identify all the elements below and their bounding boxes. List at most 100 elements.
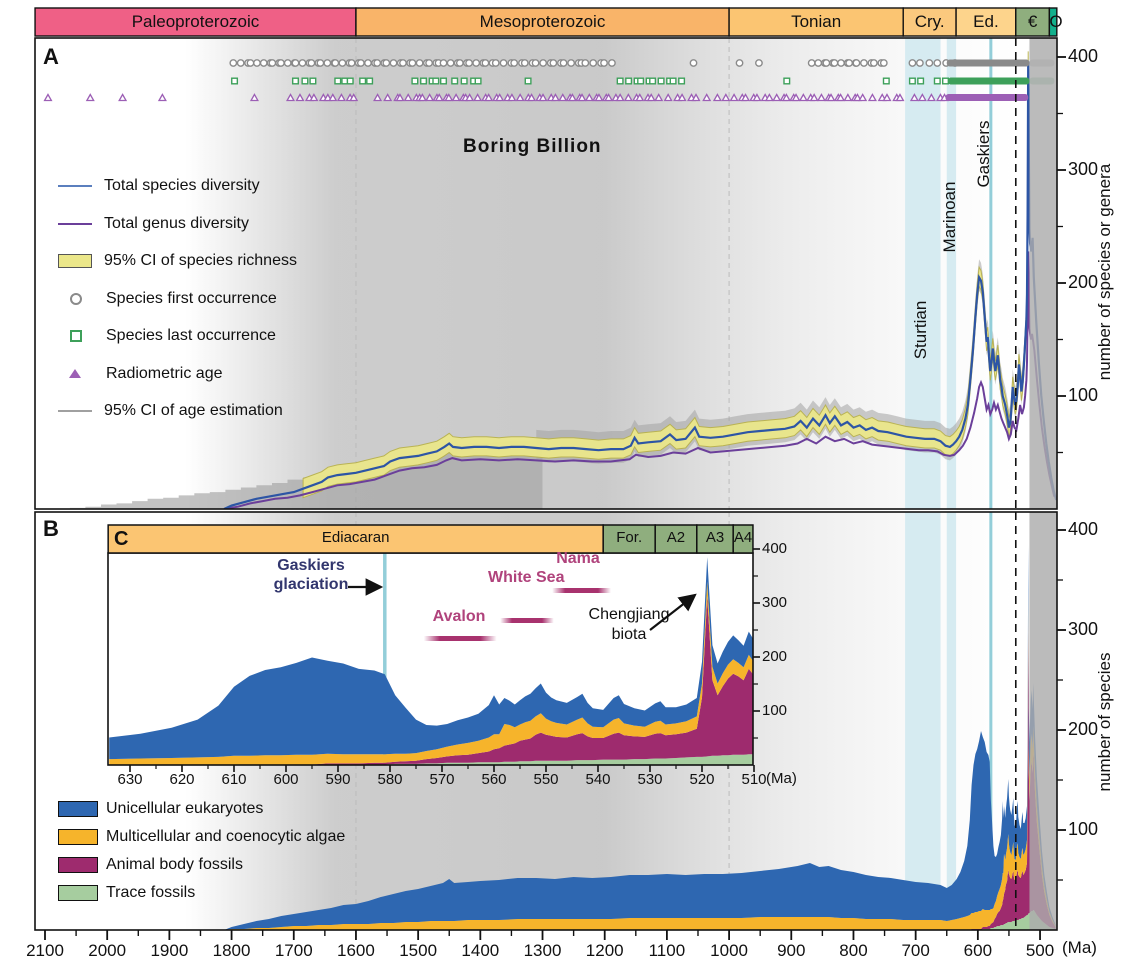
first-occurrence-marker	[531, 59, 540, 67]
chrono-label-Mesoproterozoic: Mesoproterozoic	[479, 12, 606, 31]
inset-chrono-label-Ediacaran: Ediacaran	[321, 529, 390, 546]
phanerozoic-gray-overlay-a	[1029, 38, 1057, 509]
legend-circle-swatch	[70, 292, 82, 305]
panel-b-y-tick-label-200: 200	[1068, 719, 1099, 739]
radiometric-age-bar	[945, 94, 1029, 101]
radiometric-age-marker	[507, 93, 517, 102]
first-occurrence-marker	[382, 59, 391, 67]
radiometric-age-marker	[691, 93, 701, 102]
avalon-label: Avalon	[432, 608, 486, 625]
legend-a-label: 95% CI of species richness	[104, 252, 297, 269]
first-occurrence-marker	[608, 59, 616, 67]
radiometric-age-marker	[909, 93, 919, 102]
radiometric-age-marker	[781, 93, 791, 102]
first-occurrence-marker	[481, 59, 490, 67]
boring-billion-label: Boring Billion	[463, 136, 602, 157]
x-tick-label-2000: 2000	[88, 941, 127, 960]
first-occurrence-marker	[277, 59, 285, 67]
radiometric-age-marker	[286, 93, 296, 102]
radiometric-age-marker	[584, 93, 594, 102]
inset-y-tick-label-300: 300	[762, 594, 788, 611]
inset-y-tick-label-100: 100	[762, 702, 788, 719]
first-occurrence-marker	[455, 59, 464, 67]
last-occurrence-marker	[657, 77, 665, 85]
legend-a-item-1: Total genus diversity	[58, 215, 249, 233]
species-diversity-curve	[223, 61, 1057, 509]
chrono-label-€: €	[1027, 12, 1038, 31]
inset-chrono-label-A2: A2	[666, 529, 686, 546]
legend-b-label: Trace fossils	[106, 884, 196, 901]
chrono-segment-Paleoproterozoic	[34, 7, 357, 37]
last-occurrence-marker	[411, 77, 419, 85]
radiometric-age-marker	[577, 93, 587, 102]
radiometric-age-marker	[843, 93, 853, 102]
radiometric-age-marker	[826, 93, 836, 102]
radiometric-age-marker	[473, 93, 483, 102]
legend-a-item-3: Species first occurrence	[58, 290, 277, 308]
first-occurrence-marker	[908, 59, 917, 67]
last-occurrence-marker	[917, 77, 925, 85]
x-tick-label-500: 500	[1025, 941, 1055, 960]
radiometric-age-marker	[425, 93, 435, 102]
inset-chrono-Ediacaran	[107, 524, 604, 554]
x-tick-label-2100: 2100	[26, 941, 64, 960]
legend-line-swatch	[58, 222, 92, 225]
legend-b-swatch	[58, 885, 98, 901]
marinoan-label: Marinoan	[940, 181, 959, 253]
radiometric-age-marker	[677, 93, 687, 102]
first-occurrence-marker	[837, 59, 845, 67]
legend-triangle-swatch	[69, 369, 81, 378]
radiometric-age-marker	[515, 93, 525, 102]
radiometric-age-marker	[495, 93, 505, 102]
radiometric-age-marker	[118, 93, 128, 102]
inset-x-tick-label-510: 510	[741, 771, 767, 788]
last-occurrence-marker	[649, 77, 657, 85]
radiometric-age-marker	[550, 93, 560, 102]
chronostratigraphy-bar	[34, 7, 1058, 37]
chrono-label-Tonian: Tonian	[791, 12, 842, 31]
radiometric-age-marker	[809, 93, 819, 102]
first-occurrence-marker	[879, 59, 888, 67]
last-occurrence-marker	[432, 77, 440, 85]
inset-x-tick-label-520: 520	[689, 771, 715, 788]
legend-square-swatch	[70, 330, 82, 342]
x-tick-label-900: 900	[777, 941, 806, 960]
radiometric-age-marker	[336, 93, 346, 102]
radiometric-age-marker	[434, 93, 444, 102]
first-occurrence-marker	[253, 59, 261, 67]
radiometric-age-marker	[816, 93, 826, 102]
x-tick-label-1600: 1600	[337, 941, 375, 960]
radiometric-age-marker	[882, 93, 892, 102]
radiometric-age-marker	[729, 93, 739, 102]
chrono-label-Paleoproterozoic: Paleoproterozoic	[131, 12, 260, 31]
first-occurrence-marker	[852, 59, 861, 67]
chengjiang-biota-label: Chengjiang biota	[588, 606, 670, 643]
last-occurrence-marker	[625, 77, 633, 85]
first-occurrence-marker	[735, 59, 744, 67]
panel-a-y-tick-label-100: 100	[1068, 385, 1099, 405]
chrono-label-Cry.: Cry.	[914, 12, 945, 31]
legend-b-swatch	[58, 857, 98, 873]
unicellular-area-inset	[109, 557, 753, 760]
first-occurrence-marker	[331, 59, 340, 67]
first-occurrence-marker	[567, 59, 576, 67]
x-tick-label-1300: 1300	[523, 941, 562, 960]
gaskiers-glaciation-label: Gaskiers glaciation	[273, 557, 349, 593]
first-occurrence-marker	[559, 59, 568, 67]
first-occurrence-marker	[589, 59, 598, 67]
last-occurrence-marker	[359, 77, 367, 85]
legend-line-swatch	[58, 410, 92, 412]
radiometric-age-marker	[791, 93, 801, 102]
radiometric-age-marker	[654, 93, 664, 102]
x-tick-label-1000: 1000	[710, 941, 748, 960]
legend-b-item-2: Animal body fossils	[58, 856, 243, 874]
first-occurrence-marker	[356, 59, 365, 67]
radiometric-age-marker	[349, 93, 359, 102]
radiometric-age-marker	[567, 93, 577, 102]
genus-diversity-curve	[223, 251, 1056, 509]
legend-box-swatch	[58, 254, 92, 268]
last-occurrence-marker	[341, 77, 349, 85]
inset-x-tick-label-610: 610	[221, 771, 247, 788]
chrono-segment-Mesoproterozoic	[355, 7, 730, 37]
inset-chrono-label-For.: For.	[616, 529, 643, 546]
